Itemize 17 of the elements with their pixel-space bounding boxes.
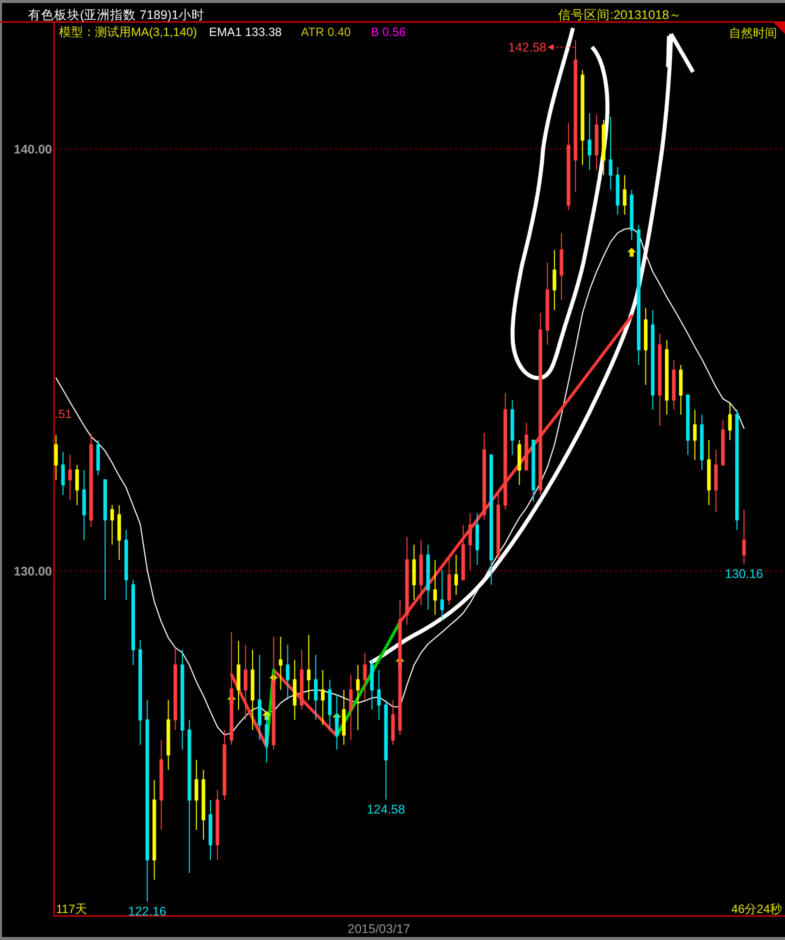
note: 117天 — [56, 902, 88, 916]
min-label: 130.16 — [724, 567, 764, 582]
note: ATR 0.40 — [301, 25, 351, 39]
note: 模型：测试用MA(3,1,140) — [59, 25, 198, 39]
title: 有色板块(亚洲指数 7189)1小时 — [28, 8, 205, 22]
note: B 0.56 — [371, 25, 406, 39]
min-label: 124.58 — [366, 802, 406, 817]
note: 自然时间 — [729, 26, 777, 40]
note: 46分24秒 — [731, 902, 782, 916]
y-tick: 130.00 — [14, 564, 52, 578]
y-tick: 140.00 — [14, 142, 52, 156]
subtitle: 信号区间:20131018～ — [558, 8, 682, 22]
note: EMA1 133.38 — [209, 25, 282, 39]
note: .51 — [55, 407, 72, 421]
x-tick: 2015/03/17 — [348, 922, 410, 936]
max-label: 142.58 — [508, 40, 546, 55]
min-label: 122.16 — [128, 904, 166, 919]
